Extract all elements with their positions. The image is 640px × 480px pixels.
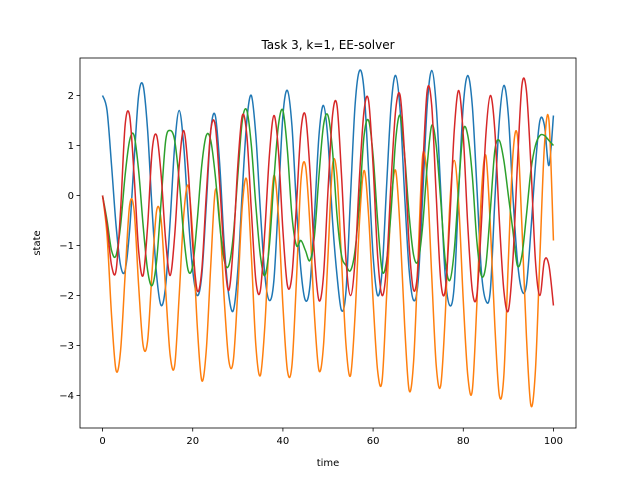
x-axis-label: time: [317, 458, 340, 469]
chart-title: Task 3, k=1, EE-solver: [260, 38, 394, 52]
x-tick-label: 0: [99, 436, 105, 447]
y-tick-label: −1: [59, 241, 74, 252]
y-axis: −4 −3 −2 −1 0 1 2: [59, 91, 80, 402]
x-axis: 0 20 40 60 80 100: [99, 428, 563, 447]
series-line-4: [101, 77, 555, 313]
y-tick-label: 1: [68, 141, 74, 152]
axes-frame: [79, 57, 577, 429]
x-tick-label: 40: [277, 436, 290, 447]
y-axis-label: state: [32, 230, 43, 255]
plot-area: [79, 57, 577, 429]
y-tick-label: −3: [59, 341, 74, 352]
y-tick-label: 0: [68, 191, 74, 202]
y-tick-label: −4: [59, 391, 74, 402]
y-tick-label: 2: [68, 91, 74, 102]
x-tick-label: 60: [367, 436, 380, 447]
x-tick-label: 80: [457, 436, 470, 447]
x-tick-label: 20: [186, 436, 199, 447]
series-layer: [101, 69, 555, 408]
y-tick-label: −2: [59, 291, 74, 302]
x-tick-label: 100: [544, 436, 563, 447]
